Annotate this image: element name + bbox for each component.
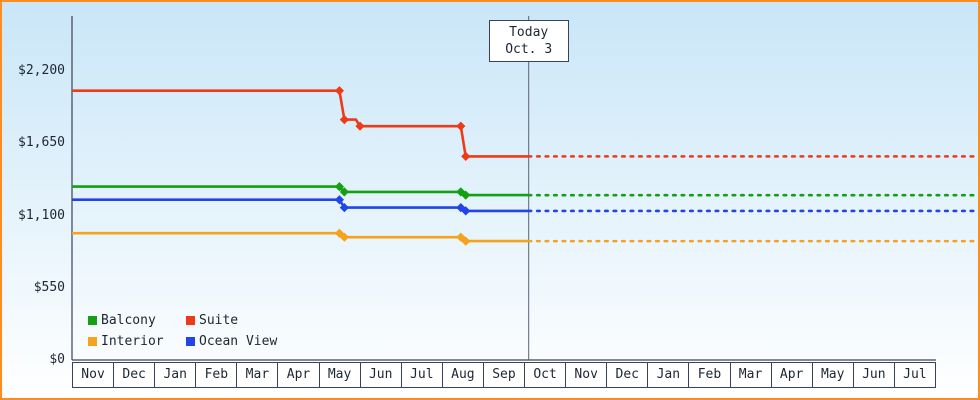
month-label-nov: Nov [72,362,115,388]
legend-item-interior: Interior [88,331,186,352]
price-change-marker-suite [456,121,466,131]
month-label-feb: Feb [196,362,238,388]
price-change-marker-ocean-view [461,206,471,216]
month-label-sep: Sep [483,362,526,388]
series-line-balcony [72,185,529,197]
legend-label-balcony: Balcony [101,313,156,328]
price-change-marker-suite [339,115,349,125]
month-label-dec: Dec [607,362,649,388]
month-label-jan: Jan [155,362,197,388]
legend-label-interior: Interior [101,334,164,349]
price-change-marker-interior [339,232,349,242]
month-label-aug: Aug [442,362,484,388]
month-label-mar: Mar [237,362,279,388]
y-tick-label: $550 [33,279,65,295]
price-change-marker-balcony [334,182,345,192]
price-change-marker-interior [461,236,471,246]
month-label-jan: Jan [648,362,690,388]
x-axis-month-labels: Nov Dec Jan Feb Mar Apr May Jun Jul Aug Sep Oct Nov D… [72,362,936,388]
price-change-marker-balcony [339,187,349,197]
y-tick-label: $1,650 [18,135,65,151]
legend-swatch-interior [88,337,97,346]
today-label-line1: Today [509,25,549,40]
month-label-jun: Jun [853,362,895,388]
month-label-mar: Mar [730,362,772,388]
legend-swatch-suite [186,316,195,325]
month-label-oct: Oct [525,362,567,388]
legend-swatch-balcony [88,316,97,325]
y-tick-label: $1,100 [18,207,65,223]
month-label-nov: Nov [566,362,608,388]
price-change-marker-interior [456,232,466,242]
price-change-marker-ocean-view [334,195,345,205]
y-tick-label: $2,200 [18,63,65,78]
month-label-apr: Apr [278,362,320,388]
series-line-interior [72,231,529,243]
price-change-marker-balcony [461,190,471,200]
month-label-jun: Jun [360,362,402,388]
series-line-ocean-view [72,198,529,213]
month-label-jul: Jul [894,362,936,388]
series-line-suite [72,89,529,158]
legend-item-balcony: Balcony [88,310,186,331]
price-change-marker-suite [461,151,471,161]
month-label-feb: Feb [689,362,731,388]
legend-item-suite: Suite [186,310,277,331]
y-tick-label: $0 [49,352,65,367]
month-label-dec: Dec [114,362,156,388]
price-change-marker-ocean-view [456,203,466,213]
today-label-line2: Oct. 3 [505,42,553,57]
month-label-may: May [319,362,361,388]
price-change-marker-suite [334,86,345,96]
price-change-marker-interior [334,228,345,238]
month-label-jul: Jul [401,362,443,388]
price-change-marker-balcony [456,187,466,197]
month-label-apr: Apr [771,362,813,388]
legend-label-ocean-view: Ocean View [199,334,278,349]
month-label-may: May [812,362,854,388]
legend-swatch-ocean-view [186,337,195,346]
price-change-marker-ocean-view [339,203,349,213]
legend: Balcony Suite Interior Ocean View [88,310,277,352]
today-marker-label: Today Oct. 3 [488,20,569,62]
legend-item-ocean-view: Ocean View [186,331,277,352]
price-change-marker-suite [355,121,365,131]
legend-label-suite: Suite [199,313,239,328]
